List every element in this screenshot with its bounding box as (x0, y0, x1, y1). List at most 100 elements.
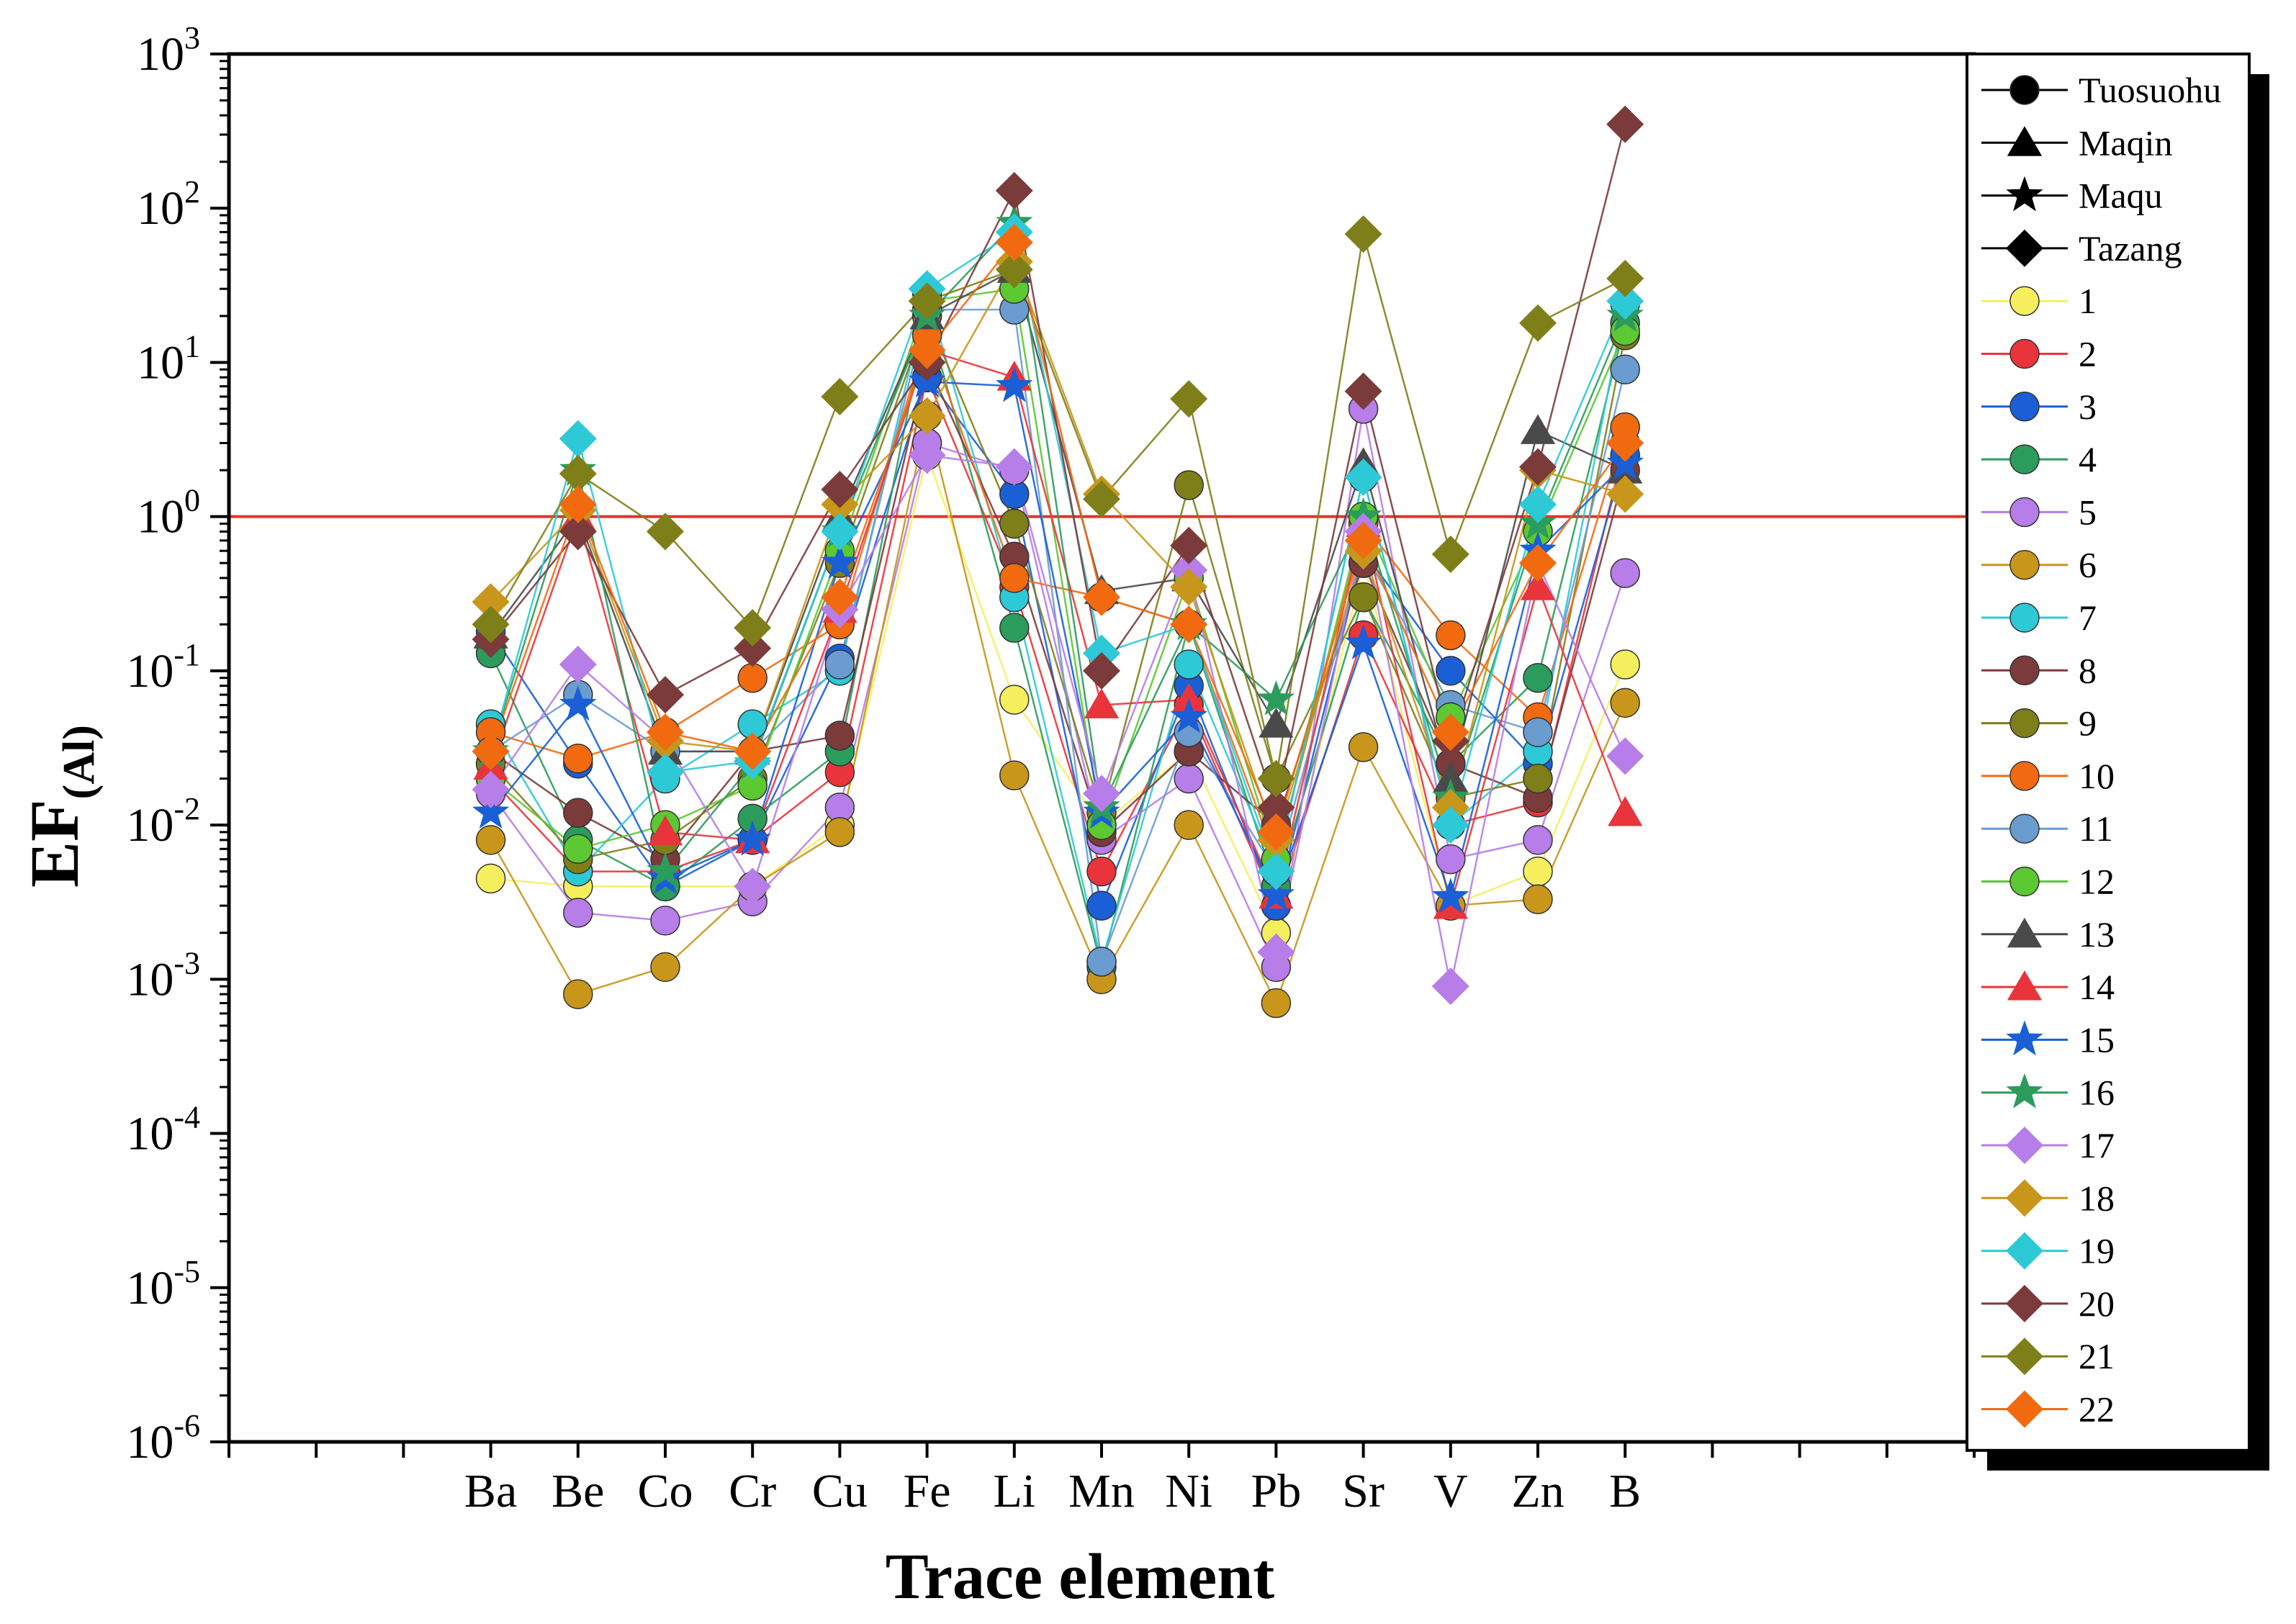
series-line-20 (490, 124, 1626, 811)
legend-label: 4 (2079, 439, 2097, 479)
data-point-19 (1519, 485, 1557, 523)
data-point-21 (1083, 480, 1120, 518)
data-point-19 (647, 753, 684, 791)
data-point-22 (1519, 544, 1557, 582)
y-tick-label: 10-5 (126, 1254, 200, 1314)
data-point-12 (563, 834, 593, 865)
data-point-5 (1523, 825, 1553, 855)
series-line-6 (490, 415, 1626, 1006)
series-line-14 (490, 348, 1626, 906)
legend-item: 2 (1981, 334, 2097, 374)
data-point-14 (1520, 570, 1556, 600)
legend-label: 2 (2079, 334, 2097, 374)
data-point-5 (650, 906, 680, 936)
data-point-3 (1436, 656, 1466, 686)
data-point-21 (821, 377, 859, 415)
series-line-10 (490, 332, 1626, 862)
data-point-17 (734, 867, 772, 906)
data-point-1 (1523, 856, 1553, 887)
legend-marker (2006, 1337, 2043, 1376)
y-axis-title-sub: (Al) (55, 725, 104, 799)
legend-marker (2006, 1020, 2043, 1056)
y-tick-label: 100 (137, 483, 200, 543)
data-point-11 (1610, 354, 1640, 384)
y-tick-base: 10 (126, 1416, 174, 1469)
data-point-20 (1519, 448, 1557, 486)
legend-marker (2006, 1390, 2043, 1428)
legend-label: 6 (2079, 545, 2097, 585)
legend-item: Maqin (1981, 122, 2173, 163)
legend-label: 14 (2079, 967, 2115, 1007)
legend-label: 15 (2079, 1019, 2115, 1060)
legend-label: 18 (2079, 1178, 2115, 1218)
legend-item: 15 (1981, 1019, 2115, 1060)
data-point-18 (908, 397, 946, 435)
legend-item: 10 (1981, 756, 2115, 796)
data-point-17 (1606, 737, 1644, 775)
legend-marker (2009, 708, 2040, 739)
data-point-19 (1344, 458, 1382, 496)
data-point-18 (1170, 568, 1208, 606)
legend-marker (2006, 1179, 2043, 1217)
legend-label: Tuosuohu (2079, 70, 2221, 110)
data-point-22 (734, 732, 772, 770)
data-point-20 (1606, 105, 1644, 143)
data-point-10 (737, 662, 767, 693)
y-tick-exponent: -5 (174, 1254, 200, 1289)
data-point-10 (563, 743, 593, 774)
data-point-20 (1083, 651, 1120, 690)
data-point-8 (563, 798, 593, 828)
data-point-10 (1436, 620, 1466, 651)
x-tick-label: Cu (812, 1465, 868, 1517)
data-point-15 (734, 820, 771, 856)
data-point-9 (999, 508, 1030, 539)
y-tick-exponent: -2 (174, 791, 200, 826)
data-point-9 (1348, 582, 1379, 613)
data-point-18 (1606, 475, 1644, 513)
legend-label: 16 (2079, 1073, 2115, 1113)
data-point-21 (559, 454, 597, 492)
data-point-2 (1086, 856, 1117, 887)
data-point-22 (908, 331, 946, 369)
legend-item: 14 (1981, 967, 2115, 1007)
data-point-22 (647, 713, 684, 752)
data-point-9 (1523, 763, 1553, 794)
legend-item: 4 (1981, 439, 2097, 479)
legend-marker (2006, 1127, 2043, 1164)
legend-item: 11 (1981, 808, 2113, 849)
data-point-15 (821, 543, 859, 579)
legend-label: Maqin (2079, 122, 2173, 163)
y-tick-label: 10-4 (126, 1100, 200, 1160)
data-point-15 (1432, 878, 1469, 914)
y-tick-label: 101 (137, 328, 200, 389)
x-tick-label: Pb (1251, 1465, 1302, 1517)
data-point-11 (824, 649, 855, 680)
series-line-17 (490, 454, 1626, 987)
data-point-22 (1606, 424, 1644, 462)
data-point-6 (1523, 884, 1553, 915)
legend-item: Tuosuohu (1981, 70, 2221, 110)
data-point-17 (472, 770, 510, 808)
y-tick-label: 102 (137, 174, 200, 235)
data-point-21 (647, 513, 684, 551)
legend-marker (2009, 497, 2040, 528)
data-point-15 (1606, 444, 1644, 480)
data-point-15 (996, 366, 1033, 402)
y-tick-base: 10 (137, 182, 184, 235)
series-line-16 (490, 221, 1626, 874)
legend-marker (2009, 603, 2040, 633)
legend-item: 7 (1981, 597, 2097, 638)
data-point-19 (821, 513, 859, 551)
y-tick-base: 10 (126, 1108, 174, 1160)
data-point-1 (999, 685, 1030, 715)
legend-marker (2006, 1284, 2043, 1322)
legend-marker (2007, 917, 2043, 948)
legend-marker (2009, 392, 2040, 422)
data-point-14 (1608, 796, 1643, 826)
legend-marker (2009, 444, 2040, 474)
data-point-21 (1431, 535, 1469, 573)
legend-label: Tazang (2079, 228, 2182, 269)
legend-marker (2007, 970, 2043, 1001)
legend-marker (2009, 338, 2040, 369)
data-point-21 (1519, 304, 1557, 342)
